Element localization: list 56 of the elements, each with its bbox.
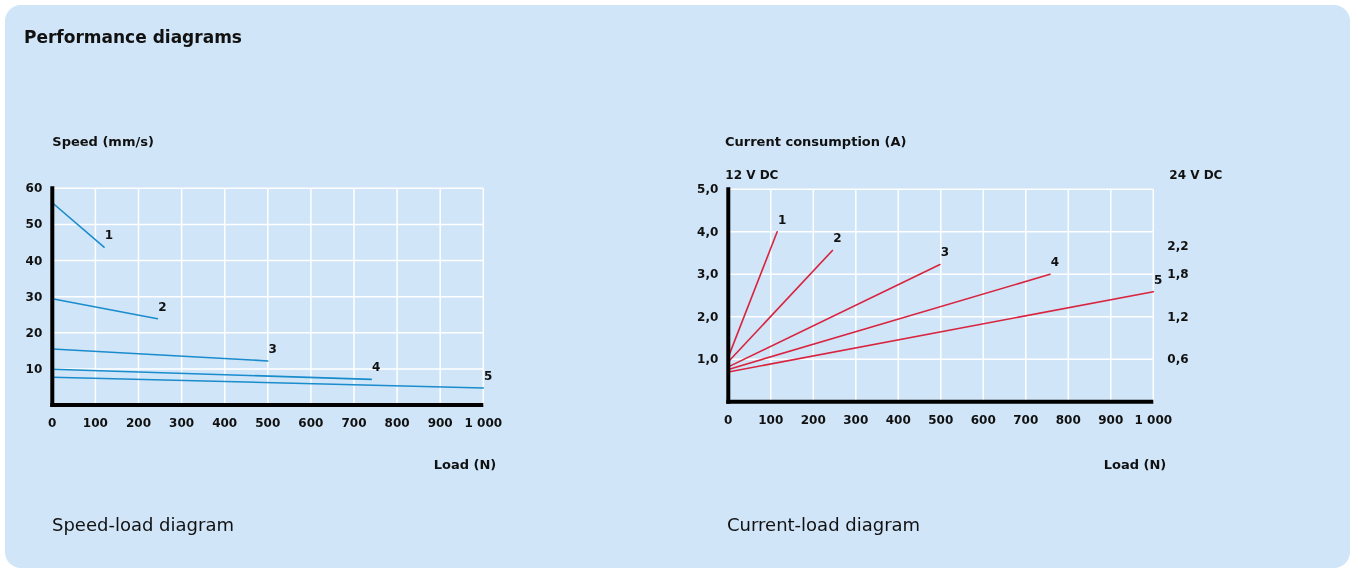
x-tick-label: 300 xyxy=(169,416,195,430)
y-tick-label: 20 xyxy=(25,325,43,340)
y-tick-label: 30 xyxy=(25,289,43,304)
x-tick-label: 500 xyxy=(255,416,281,430)
x-tick-label: 0 xyxy=(48,416,57,430)
y2-tick-label: 0,6 xyxy=(1167,352,1189,367)
chart-title: Performance diagrams xyxy=(24,27,242,47)
x-tick-label: 800 xyxy=(1055,412,1081,427)
y-tick-label: 5,0 xyxy=(697,182,719,197)
series-label: 1 xyxy=(104,228,114,243)
x-tick-label: 700 xyxy=(1013,412,1039,427)
x-tick-label: 200 xyxy=(125,416,152,430)
y-tick-label: 1,0 xyxy=(697,352,719,367)
x-axis-title: Load (N) xyxy=(1103,457,1167,472)
x-tick-label: 200 xyxy=(800,412,826,427)
series-label: 2 xyxy=(833,231,842,246)
x-tick-label: 400 xyxy=(885,412,911,427)
x-tick-label: 900 xyxy=(1098,412,1124,427)
series-label: 2 xyxy=(158,299,167,314)
chart-title: Current consumption (A) xyxy=(725,134,907,149)
x-tick-label: 800 xyxy=(384,416,410,430)
x-tick-label: 400 xyxy=(212,416,238,430)
series-label: 3 xyxy=(940,245,950,260)
x-tick-label: 600 xyxy=(970,412,996,427)
series-label: 4 xyxy=(372,360,381,375)
text: Current-load diagram xyxy=(727,514,921,535)
x-tick-label: 700 xyxy=(341,416,367,430)
y-tick-label: 4,0 xyxy=(697,224,719,239)
y-tick-label: 2,0 xyxy=(697,309,719,324)
x-tick-label: 1 000 xyxy=(464,416,503,430)
x-tick-label: 0 xyxy=(724,412,733,427)
x-tick-label: 300 xyxy=(843,412,869,427)
y-tick-label: 50 xyxy=(25,217,43,232)
series-label: 3 xyxy=(268,341,277,356)
text: Speed-load diagram xyxy=(52,514,234,535)
x-tick-label: 100 xyxy=(82,416,108,430)
x-tick-label: 100 xyxy=(758,412,784,427)
y-tick-label: 60 xyxy=(25,181,43,196)
series-label: 5 xyxy=(484,369,493,384)
series-label: 1 xyxy=(778,212,787,227)
x-axis-title: Load (N) xyxy=(433,457,497,472)
y-tick-label: 10 xyxy=(25,361,43,376)
y-axis-title: 12 V DC xyxy=(725,168,779,182)
series-label: 4 xyxy=(1050,255,1060,270)
y2-tick-label: 1,8 xyxy=(1167,267,1189,282)
x-tick-label: 500 xyxy=(928,412,954,427)
x-tick-label: 1 000 xyxy=(1134,412,1173,427)
y-tick-label: 3,0 xyxy=(697,267,719,282)
series-label: 5 xyxy=(1154,272,1163,287)
y-axis-title: Speed (mm/s) xyxy=(52,134,154,149)
y2-tick-label: 2,2 xyxy=(1167,238,1189,253)
y2-axis-title: 24 V DC xyxy=(1169,168,1223,182)
x-tick-label: 600 xyxy=(298,416,324,430)
x-tick-label: 900 xyxy=(427,416,453,430)
y-tick-label: 40 xyxy=(25,253,43,268)
y2-tick-label: 1,2 xyxy=(1167,309,1189,324)
